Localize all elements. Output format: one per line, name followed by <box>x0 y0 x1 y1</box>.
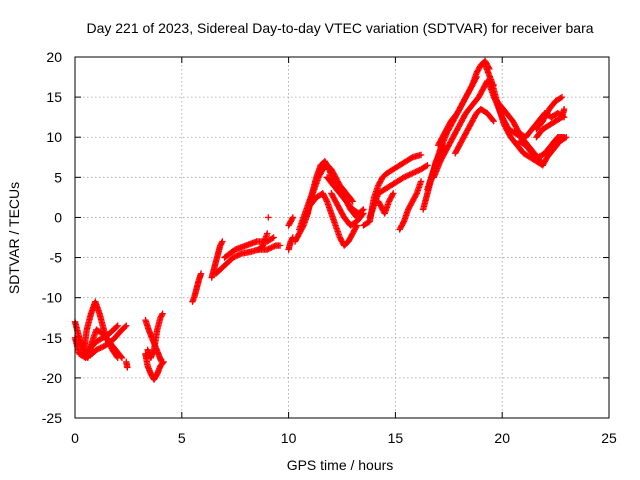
data-point <box>289 214 297 221</box>
y-axis-label: SDTVAR / TECUs <box>6 182 22 294</box>
data-point <box>409 170 416 177</box>
data-point <box>412 191 420 198</box>
x-tick-label: 5 <box>178 430 186 446</box>
data-point <box>323 196 330 204</box>
data-point <box>97 344 104 352</box>
data-point <box>232 253 240 260</box>
data-point <box>219 238 226 245</box>
y-tick-label: 20 <box>46 49 62 65</box>
plot-frame <box>74 56 610 419</box>
data-point <box>560 134 568 141</box>
data-point <box>424 162 431 169</box>
data-point <box>348 197 355 204</box>
data-point <box>231 253 238 261</box>
data-point <box>159 359 167 367</box>
data-point <box>490 117 497 125</box>
data-point <box>98 343 106 351</box>
data-point <box>405 172 412 179</box>
data-point <box>489 116 496 124</box>
data-point <box>558 93 566 101</box>
y-tick-label: 5 <box>54 169 62 185</box>
data-point <box>114 322 121 329</box>
data-point <box>422 162 430 170</box>
y-tick-label: -20 <box>42 370 62 386</box>
data-point <box>403 172 410 180</box>
data-point <box>93 346 100 354</box>
data-point <box>234 252 241 259</box>
data-point <box>264 246 271 253</box>
data-point <box>402 173 409 180</box>
x-tick-label: 25 <box>601 430 617 446</box>
data-point <box>268 244 275 251</box>
data-point <box>417 151 425 159</box>
data-point <box>414 167 422 174</box>
data-point <box>265 214 272 221</box>
y-tick-label: -5 <box>50 250 63 266</box>
data-point <box>360 210 367 217</box>
x-tick-label: 15 <box>388 430 404 446</box>
data-point <box>407 170 415 178</box>
data-point <box>473 73 480 81</box>
y-tick-label: 0 <box>54 209 62 225</box>
data-point <box>276 242 284 249</box>
data-point <box>121 323 129 330</box>
data-point <box>325 164 332 172</box>
data-point <box>537 158 544 165</box>
data-point <box>235 251 242 259</box>
data-point <box>269 235 276 242</box>
data-point <box>417 178 425 185</box>
y-tick-label: -25 <box>42 410 62 426</box>
data-point <box>390 190 397 197</box>
data-point <box>413 168 420 175</box>
data-point <box>158 311 166 319</box>
data-point <box>264 230 271 237</box>
data-point <box>236 251 244 258</box>
x-tick-labels: 0 5 10 15 20 25 <box>71 430 617 446</box>
data-point <box>560 105 568 113</box>
data-point <box>229 254 237 261</box>
data-point <box>271 242 278 250</box>
x-axis-label: GPS time / hours <box>287 457 394 473</box>
data-point <box>400 219 407 226</box>
y-tick-label: -15 <box>42 330 62 346</box>
data-point <box>269 243 277 251</box>
data-point <box>288 215 296 222</box>
data-point <box>118 354 126 362</box>
x-tick-label: 20 <box>494 430 510 446</box>
data-point <box>270 234 277 241</box>
chart-title: Day 221 of 2023, Sidereal Day-to-day VTE… <box>86 20 593 36</box>
data-point <box>472 75 480 82</box>
data-point <box>160 358 167 366</box>
data-point <box>218 239 225 247</box>
data-point <box>389 191 396 198</box>
y-tick-labels: -25 -20 -15 -10 -5 0 5 10 15 20 <box>42 49 62 426</box>
x-tick-label: 10 <box>281 430 297 446</box>
y-tick-label: 10 <box>46 129 62 145</box>
data-point <box>123 322 130 329</box>
data-point <box>265 245 272 253</box>
y-tick-label: 15 <box>46 89 62 105</box>
data-point <box>400 174 408 181</box>
data-point <box>410 169 418 176</box>
data-point <box>117 353 125 360</box>
data-point <box>266 244 274 252</box>
data-point <box>94 345 101 353</box>
data-series <box>71 57 570 383</box>
data-point <box>96 345 103 352</box>
x-tick-label: 0 <box>71 430 79 446</box>
data-point <box>113 323 120 330</box>
data-point <box>124 364 131 371</box>
data-point <box>359 211 366 218</box>
data-point <box>406 171 413 178</box>
data-point <box>412 168 419 176</box>
data-point <box>349 198 356 205</box>
y-tick-label: -10 <box>42 290 62 306</box>
data-point <box>159 310 166 317</box>
data-point <box>557 94 564 102</box>
data-point <box>197 270 205 277</box>
